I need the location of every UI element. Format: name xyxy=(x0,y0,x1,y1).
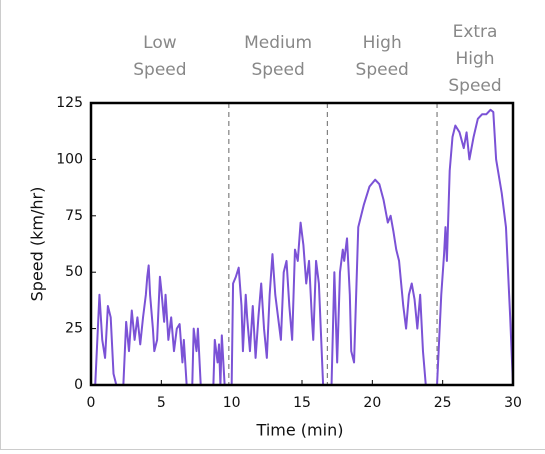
plot-frame xyxy=(89,101,515,387)
x-tick-label: 5 xyxy=(157,395,166,411)
phase-label: Low xyxy=(143,33,177,53)
x-tick-label: 0 xyxy=(87,395,96,411)
phase-label: High xyxy=(363,33,402,53)
y-tick-label: 50 xyxy=(65,264,83,280)
x-axis-label: Time (min) xyxy=(256,421,344,440)
phase-label: Medium xyxy=(244,33,312,53)
phase-label: Speed xyxy=(251,60,304,80)
y-tick-label: 25 xyxy=(65,321,83,337)
y-tick-label: 75 xyxy=(65,208,83,224)
x-tick-label: 25 xyxy=(434,395,452,411)
phase-label: Speed xyxy=(356,60,409,80)
x-tick-label: 10 xyxy=(223,395,241,411)
phase-label: High xyxy=(455,49,494,69)
y-tick-label: 0 xyxy=(74,377,83,393)
y-axis-label: Speed (km/hr) xyxy=(28,187,47,302)
phase-label: Extra xyxy=(453,22,498,42)
phase-label: Speed xyxy=(448,76,501,96)
x-tick-label: 15 xyxy=(293,395,311,411)
x-tick-label: 30 xyxy=(504,395,522,411)
y-tick-label: 100 xyxy=(56,151,83,167)
x-tick-label: 20 xyxy=(363,395,381,411)
phase-label: Speed xyxy=(133,60,186,80)
y-tick-label: 125 xyxy=(56,95,83,111)
